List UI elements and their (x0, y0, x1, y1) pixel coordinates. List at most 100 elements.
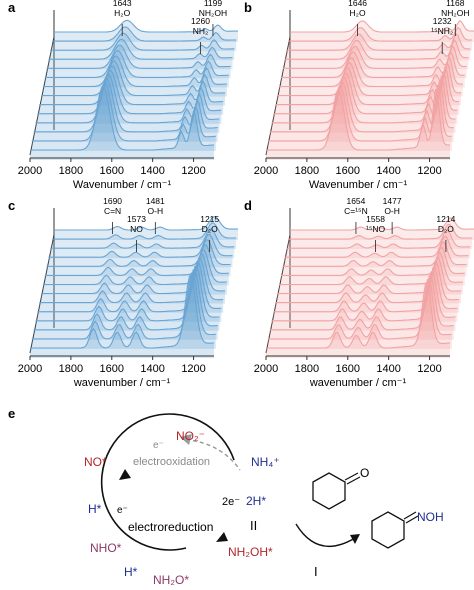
spectrum-trace-12 (52, 222, 237, 240)
spectrum-trace-2 (33, 269, 218, 331)
spectrum-fill-12 (52, 223, 237, 250)
spectrum-fill-10 (48, 234, 233, 268)
reaction-scheme-e: e NO₂⁻ e⁻ electrooxidation NO* NH₄⁺ H* e… (8, 406, 444, 587)
spectrum-fill-2 (269, 81, 454, 142)
x-tick-label: 1800 (59, 165, 83, 177)
spectrum-trace-7 (42, 55, 227, 88)
x-tick-label: 1600 (100, 363, 124, 375)
spectrum-trace-4 (37, 69, 222, 115)
spectrum-fill-1 (31, 82, 216, 151)
peak-label: C=¹⁵N (344, 206, 368, 216)
panel-letter-a: a (8, 0, 16, 15)
spectrum-trace-13 (290, 217, 474, 231)
spectrum-trace-8 (44, 49, 229, 78)
spectrum-fill-12 (52, 26, 237, 52)
x-axis-label: wavenumber / cm⁻¹ (73, 377, 171, 389)
dashed-arrowhead (180, 434, 192, 445)
spectrum-trace-10 (48, 234, 233, 258)
label-roman-ii: II (250, 518, 257, 533)
spectrum-trace-10 (284, 39, 469, 60)
spectrum-fill-3 (271, 76, 456, 133)
spectrum-fill-11 (50, 228, 235, 259)
spectrum-trace-3 (35, 265, 220, 322)
spectrum-fill-0 (30, 86, 214, 160)
oxime-double-bond-1 (403, 511, 417, 520)
panel-b: b 2000 1800 1600 1400 1200 Wavenumber / cm⁻¹ 16… (244, 0, 474, 191)
spectrum-trace-0 (30, 85, 215, 151)
spectrum-fill-10 (48, 39, 233, 70)
spectrum-trace-3 (271, 270, 456, 322)
peak-label: NO (130, 224, 143, 234)
x-tick-label: 1800 (59, 363, 83, 375)
label-h-left: H* (88, 502, 102, 516)
panel-letter-c: c (8, 198, 15, 213)
peak-label: H₂O (114, 8, 130, 18)
peak-label: ¹⁵NH₂ (431, 26, 453, 36)
x-tick-label: 1200 (181, 363, 205, 375)
spectrum-fill-13 (54, 20, 238, 42)
spectrum-fill-13 (290, 217, 474, 240)
x-tick-label: 1400 (140, 363, 164, 375)
spectrum-trace-13 (54, 216, 238, 231)
spectrum-trace-1 (31, 81, 216, 142)
spectrum-fill-13 (290, 20, 474, 42)
species-nho: NHO* (90, 541, 122, 555)
spectrum-fill-3 (35, 74, 220, 133)
spectrum-trace-12 (288, 223, 473, 240)
label-e-right: 2e⁻ (222, 496, 240, 508)
spectrum-fill-9 (46, 240, 231, 277)
spectrum-fill-10 (284, 40, 469, 70)
cyclohexanone-ring (312, 472, 346, 510)
spectrum-fill-12 (288, 27, 473, 52)
panel-c: c 2000 1800 1600 1400 1200 wavenumber / cm⁻¹ 16… (8, 196, 238, 389)
spectrum-fill-9 (282, 46, 467, 79)
x-tick-label: 1800 (295, 363, 319, 375)
x-axis-label: wavenumber / cm⁻¹ (309, 377, 407, 389)
spectrum-trace-13 (54, 19, 238, 33)
species-no2: NO₂⁻ (176, 429, 205, 443)
peak-label: NH₂ (193, 26, 209, 36)
label-e-left: e⁻ (117, 505, 128, 516)
cycle-arc-dashed (185, 439, 241, 471)
cycle-arrowhead-left (119, 469, 131, 480)
label-e-top: e⁻ (153, 440, 164, 451)
peak-label: 1260 (191, 16, 210, 26)
label-h-right: 2H* (246, 494, 266, 508)
x-tick-label: 1600 (100, 165, 124, 177)
peak-label: NH₂OH (199, 8, 227, 18)
species-nh4: NH₄⁺ (251, 455, 280, 469)
spectrum-trace-7 (278, 55, 463, 88)
panel-letter-b: b (244, 0, 252, 15)
x-tick-label: 1800 (295, 165, 319, 177)
spectrum-trace-11 (50, 32, 235, 51)
x-tick-label: 1600 (336, 165, 360, 177)
x-tick-label: 2000 (18, 165, 42, 177)
spectrum-trace-9 (282, 44, 467, 69)
spectrum-fill-0 (266, 88, 450, 160)
spectrum-trace-11 (50, 228, 235, 249)
spectrum-fill-8 (280, 247, 465, 286)
peak-label: 1646 (348, 0, 367, 8)
spectrum-fill-0 (266, 281, 450, 358)
spectrum-trace-2 (269, 274, 454, 331)
spectrum-trace-11 (286, 33, 471, 51)
spectrum-fill-11 (286, 33, 471, 61)
spectrum-trace-13 (290, 20, 474, 33)
spectrum-fill-6 (41, 61, 226, 106)
spectrum-trace-6 (277, 61, 462, 97)
spectrum-fill-4 (37, 70, 222, 124)
spectrum-fill-4 (273, 266, 458, 322)
x-tick-label: 1200 (417, 363, 441, 375)
peak-label: 1690 (103, 196, 122, 206)
peak-label: 1232 (433, 16, 452, 26)
label-roman-i: I (314, 564, 318, 579)
spectrum-fill-5 (275, 67, 460, 115)
peak-label: 1477 (383, 196, 402, 206)
spectrum-trace-5 (39, 258, 224, 304)
ketone-double-bond-1 (344, 472, 359, 481)
species-no: NO* (84, 455, 107, 469)
